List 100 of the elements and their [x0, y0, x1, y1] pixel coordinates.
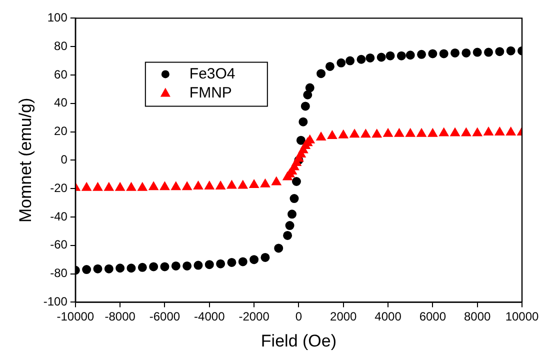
y-tick-label: 60: [54, 67, 68, 82]
x-tick-label: -6000: [149, 310, 180, 324]
x-tick-label: -10000: [56, 310, 94, 324]
point: [494, 127, 504, 136]
legend-label: Fe3O4: [189, 65, 236, 82]
point: [383, 128, 393, 137]
point: [272, 176, 282, 186]
y-tick-label: 40: [54, 96, 68, 110]
point: [450, 48, 460, 58]
legend-label: FMNP: [189, 84, 232, 102]
point: [250, 255, 259, 264]
point: [495, 47, 504, 56]
point: [461, 128, 472, 136]
point: [138, 262, 147, 272]
x-tick-label: 0: [295, 310, 302, 324]
point: [160, 182, 170, 190]
point: [428, 49, 438, 58]
point: [171, 261, 180, 270]
x-tick-label: 2000: [330, 310, 358, 324]
point: [93, 264, 102, 274]
point: [472, 128, 482, 136]
point: [204, 180, 214, 190]
point: [450, 128, 460, 136]
point: [182, 261, 192, 270]
point: [439, 128, 449, 136]
point: [428, 128, 438, 137]
y-tick-label: -60: [50, 238, 68, 252]
x-tick-label: -2000: [238, 310, 270, 324]
y-tick-label: 80: [54, 38, 68, 53]
point: [82, 265, 92, 274]
point: [82, 182, 92, 191]
point: [462, 48, 471, 58]
point: [104, 264, 114, 274]
point: [238, 257, 248, 266]
point: [316, 69, 326, 78]
x-tick-label: 4000: [374, 310, 402, 324]
point: [149, 262, 158, 272]
point: [292, 177, 301, 186]
point: [484, 48, 494, 57]
x-tick-label: 10000: [505, 310, 540, 324]
point: [126, 264, 136, 273]
point: [274, 244, 284, 253]
y-tick-label: 100: [47, 10, 68, 25]
point: [338, 130, 348, 138]
point: [182, 182, 192, 190]
point: [204, 260, 214, 270]
point: [160, 262, 170, 272]
point: [417, 50, 426, 59]
point: [484, 127, 494, 136]
point: [394, 128, 404, 137]
point: [115, 182, 125, 191]
point: [406, 50, 415, 60]
point: [249, 180, 259, 188]
point: [360, 129, 371, 138]
point: [285, 221, 294, 230]
point: [226, 180, 237, 189]
point: [138, 182, 148, 191]
y-tick-label: 0: [60, 152, 68, 167]
point: [92, 182, 103, 191]
point: [227, 258, 236, 267]
point: [116, 264, 125, 273]
point: [316, 132, 326, 140]
point: [396, 51, 406, 60]
point: [506, 46, 516, 56]
point: [325, 62, 334, 71]
point: [126, 182, 136, 191]
point: [303, 90, 312, 100]
point: [439, 49, 448, 58]
x-tick-label: 8000: [464, 310, 492, 324]
point: [194, 260, 203, 270]
point: [238, 180, 248, 189]
point: [290, 194, 299, 204]
y-tick-label: -20: [50, 180, 68, 195]
y-tick-label: -100: [43, 294, 68, 309]
point: [283, 230, 292, 240]
point: [346, 56, 355, 66]
y-tick-label: -40: [50, 209, 68, 224]
point: [350, 129, 360, 138]
point: [472, 48, 482, 57]
x-tick-label: -4000: [194, 310, 226, 324]
point: [298, 117, 308, 126]
point: [260, 252, 270, 262]
point: [288, 210, 297, 219]
x-axis-title: Field (Oe): [260, 331, 336, 350]
point: [366, 53, 375, 62]
point: [148, 182, 158, 190]
x-tick-label: 6000: [419, 310, 446, 324]
x-tick-label: -8000: [104, 310, 136, 324]
point: [386, 51, 395, 60]
point: [216, 180, 226, 190]
point: [506, 127, 516, 136]
point: [305, 83, 314, 92]
y-tick-label: -80: [50, 266, 68, 280]
point: [406, 128, 416, 137]
point: [372, 129, 382, 138]
point: [327, 130, 338, 140]
point: [193, 180, 204, 190]
point: [356, 54, 366, 64]
point: [336, 58, 346, 68]
point: [260, 178, 270, 188]
